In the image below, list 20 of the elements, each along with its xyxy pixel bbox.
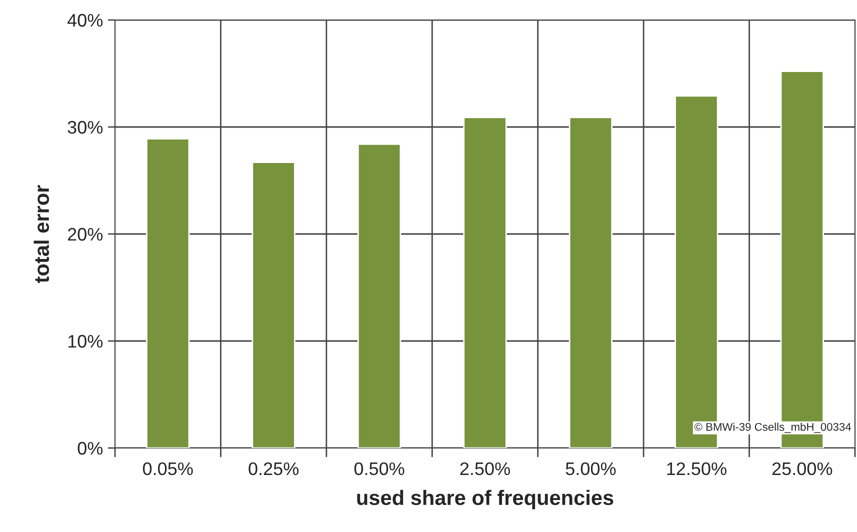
y-axis-title: total error — [34, 185, 50, 283]
x-tick-label: 0.05% — [142, 462, 193, 476]
y-tick-label: 0% — [78, 442, 103, 455]
y-tick-label: 30% — [68, 120, 103, 134]
x-tick-label: 0.50% — [354, 462, 404, 476]
bar — [568, 116, 613, 448]
annotation: © BMWi-39 Csells_mbH_00334 — [694, 422, 851, 433]
x-tick-label: 12.50% — [667, 462, 726, 476]
x-axis-title: used share of frequencies — [357, 490, 614, 510]
x-tick-label: 25.00% — [772, 462, 832, 476]
bar — [463, 116, 507, 448]
x-tick-label: 0.25% — [248, 462, 299, 476]
y-tick-label: 40% — [67, 14, 103, 27]
x-tick-label: 2.50% — [460, 462, 510, 476]
bar — [252, 162, 296, 448]
bar — [357, 143, 402, 448]
x-tick-label: 5.00% — [566, 462, 616, 476]
y-tick-label: 20% — [68, 228, 103, 241]
y-tick-label: 10% — [68, 334, 103, 348]
bar — [146, 138, 190, 448]
